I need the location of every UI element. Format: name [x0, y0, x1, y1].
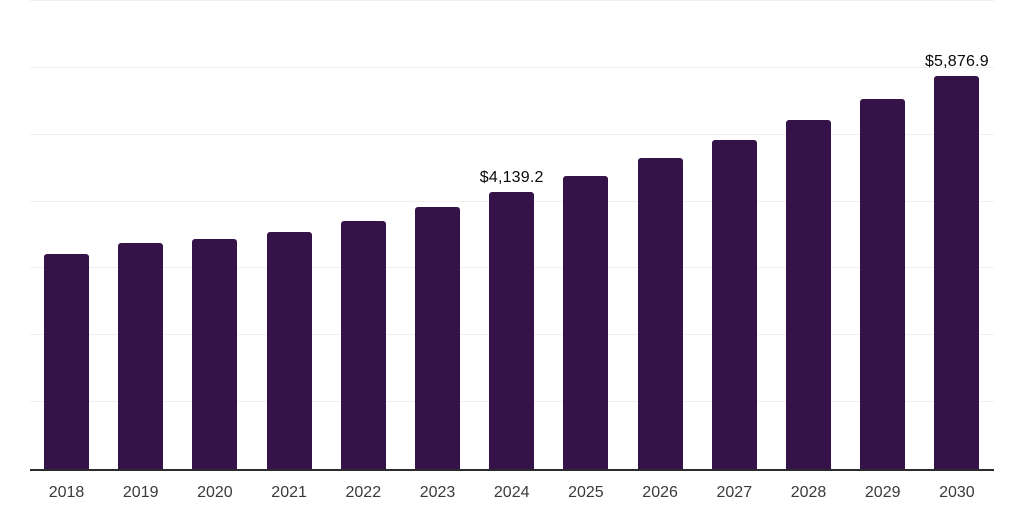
bar-2022[interactable] — [340, 220, 386, 469]
x-tick-2029: 2029 — [864, 484, 901, 501]
bar-2028[interactable] — [786, 120, 831, 469]
x-tick-2021: 2021 — [271, 484, 307, 501]
gridline-7000 — [30, 0, 994, 1]
x-tick-2030: 2030 — [939, 484, 975, 501]
bar-2021[interactable] — [266, 232, 312, 469]
bar-2025[interactable] — [563, 175, 609, 469]
x-tick-2019: 2019 — [122, 484, 159, 501]
bar-2026[interactable] — [637, 158, 683, 469]
x-tick-2025: 2025 — [568, 484, 604, 501]
x-tick-2022: 2022 — [345, 484, 382, 501]
x-tick-2026: 2026 — [642, 484, 678, 501]
data-label-2024: $4,139.2 — [479, 169, 544, 187]
x-tick-2024: 2024 — [493, 484, 530, 501]
x-tick-2023: 2023 — [419, 484, 456, 501]
bar-2018[interactable] — [44, 254, 89, 469]
x-tick-2020: 2020 — [197, 484, 233, 501]
bar-2019[interactable] — [118, 242, 164, 469]
plot-area: $4,139.2 $5,876.9 — [30, 0, 994, 471]
bar-2030[interactable]: $5,876.9 — [925, 53, 989, 469]
bar-2023[interactable] — [415, 207, 460, 469]
gridline-5000 — [30, 133, 994, 135]
bar-2027[interactable] — [711, 139, 757, 469]
bar-2029[interactable] — [860, 98, 906, 469]
data-label-2030: $5,876.9 — [924, 53, 989, 71]
x-tick-2028: 2028 — [790, 484, 827, 501]
bar-2020[interactable] — [192, 239, 238, 469]
bar-2024[interactable]: $4,139.2 — [480, 169, 543, 469]
gridline-6000 — [30, 66, 994, 68]
x-tick-2018: 2018 — [48, 484, 85, 501]
x-tick-2027: 2027 — [716, 484, 753, 501]
